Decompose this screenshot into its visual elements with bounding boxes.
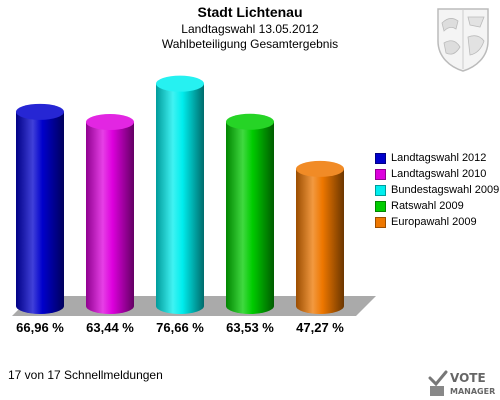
legend-item: Ratswahl 2009 [375,198,499,214]
value-label: 47,27 % [296,320,344,335]
bar-body [296,168,344,314]
value-label: 63,53 % [226,320,274,335]
chart-subtitle-election: Landtagswahl 13.05.2012 [181,22,319,36]
votemanager-logo: VOTE MANAGER [428,370,495,396]
legend-item: Landtagswahl 2012 [375,150,499,166]
legend-item: Bundestagswahl 2009 [375,182,499,198]
legend-swatch [375,184,386,196]
bar-top-cap [226,113,274,130]
bar-top-cap [296,160,344,177]
bar-4 [226,113,274,314]
legend-label: Landtagswahl 2012 [391,152,487,164]
legend-label: Landtagswahl 2010 [391,168,487,180]
legend-label: Bundestagswahl 2009 [391,184,500,196]
legend-item: Europawahl 2009 [375,214,499,230]
legend-item: Landtagswahl 2010 [375,166,499,182]
legend-swatch [375,168,386,180]
legend-swatch [375,152,386,164]
bar-body [16,111,64,314]
chart-legend: Landtagswahl 2012 Landtagswahl 2010 Bundes… [375,150,499,230]
value-label: 63,44 % [86,320,134,335]
bar-body [226,121,274,314]
bar-3 [156,75,204,314]
bar-top-cap [156,75,204,92]
coat-of-arms-icon [437,8,489,72]
bar-top-cap [86,114,134,131]
bar-body [156,83,204,314]
svg-text:VOTE: VOTE [450,371,486,385]
legend-swatch [375,200,386,212]
value-label: 66,96 % [16,320,64,335]
svg-text:MANAGER: MANAGER [450,387,495,396]
legend-label: Europawahl 2009 [391,216,477,228]
bar-body [86,122,134,314]
footer-reporting-status: 17 von 17 Schnellmeldungen [8,368,163,382]
bar-2 [86,114,134,314]
legend-swatch [375,216,386,228]
bar-5 [296,160,344,314]
value-label: 76,66 % [156,320,204,335]
bar-1 [16,103,64,314]
chart-subtitle-metric: Wahlbeteiligung Gesamtergebnis [161,37,339,51]
chart-title: Stadt Lichtenau [197,4,303,20]
legend-label: Ratswahl 2009 [391,200,464,212]
bar-top-cap [16,103,64,120]
